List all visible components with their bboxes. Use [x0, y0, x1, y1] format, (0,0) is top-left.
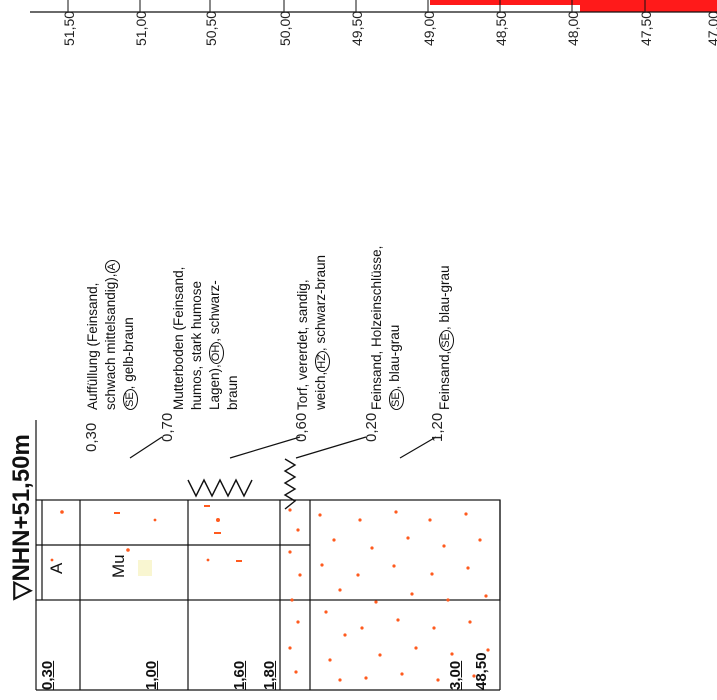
- peat-zigzag: [187, 478, 253, 498]
- thickness-label: 0,70: [159, 412, 176, 442]
- scale-label: 47,50: [638, 10, 654, 46]
- layer-description-4: Feinsand, Holzeinschlüsse, SE, blau-grau: [369, 245, 404, 410]
- scale-label: 49,50: [349, 10, 365, 46]
- column-outline: [35, 499, 501, 691]
- depth-label: 1,60: [231, 660, 248, 690]
- scale-ticks: [67, 0, 646, 12]
- scale-label: 49,00: [421, 10, 437, 46]
- thickness-label: 0,30: [83, 422, 100, 452]
- sand-hatch: [288, 508, 490, 682]
- layer-description-5: Feinsand,SE, blau-grau: [437, 265, 454, 410]
- layer-code-a: A: [47, 562, 66, 574]
- thickness-label: 0,20: [363, 412, 380, 442]
- layer-description-3: Torf, vererdet, sandig, weich,HZ, schwar…: [295, 255, 330, 410]
- thickness-label: 0,60: [293, 412, 310, 442]
- scale-bar-red: [580, 0, 717, 12]
- leader-lines: [129, 436, 437, 459]
- layer-code-mu: Mu: [109, 554, 128, 578]
- scale-label: 51,50: [61, 10, 77, 46]
- bottom-elevation: 48,50: [473, 652, 490, 690]
- scale-label: 47,00: [705, 10, 717, 46]
- layer-description-1: Auffüllung (Feinsand, schwach mittelsand…: [84, 170, 138, 410]
- elevation-title: ▽NHN+51,50m: [8, 434, 35, 600]
- depth-label: 0,30: [39, 660, 56, 690]
- scale-label: 48,50: [493, 10, 509, 46]
- depth-label: 1,00: [143, 660, 160, 690]
- scale-bar-red-thin: [430, 0, 580, 5]
- scale-label: 51,00: [133, 10, 149, 46]
- fill-specks: [50, 505, 242, 562]
- layer-description-2: Mutterboden (Feinsand, humos, stark humo…: [171, 266, 240, 410]
- scale-label: 50,50: [203, 10, 219, 46]
- scale-label: 50,00: [277, 10, 293, 46]
- depth-label: 1,80: [261, 660, 278, 690]
- depth-label: 3,00: [447, 660, 464, 690]
- thickness-label: 1,20: [429, 412, 446, 442]
- peat-symbol: [283, 458, 297, 510]
- scale-label: 48,00: [565, 10, 581, 46]
